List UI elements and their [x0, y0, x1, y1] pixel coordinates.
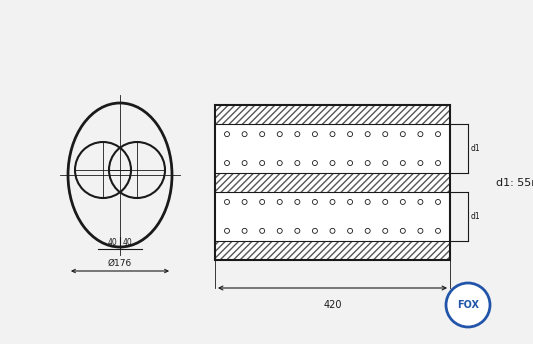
- Text: Ø176: Ø176: [108, 259, 132, 268]
- Text: d1: d1: [471, 212, 481, 221]
- Bar: [215, 192, 450, 240]
- Bar: [215, 105, 450, 125]
- Text: 40: 40: [123, 238, 133, 247]
- Circle shape: [446, 283, 490, 327]
- Text: d1: d1: [471, 144, 481, 153]
- Bar: [215, 240, 450, 260]
- Bar: [215, 125, 450, 173]
- Bar: [215, 105, 450, 125]
- Bar: [215, 240, 450, 260]
- Text: d1: 55mm: d1: 55mm: [496, 178, 533, 187]
- Text: 40: 40: [107, 238, 117, 247]
- Bar: [215, 173, 450, 192]
- Bar: [215, 105, 450, 260]
- Bar: [215, 173, 450, 192]
- Text: 420: 420: [323, 300, 342, 310]
- Text: FOX: FOX: [457, 300, 479, 310]
